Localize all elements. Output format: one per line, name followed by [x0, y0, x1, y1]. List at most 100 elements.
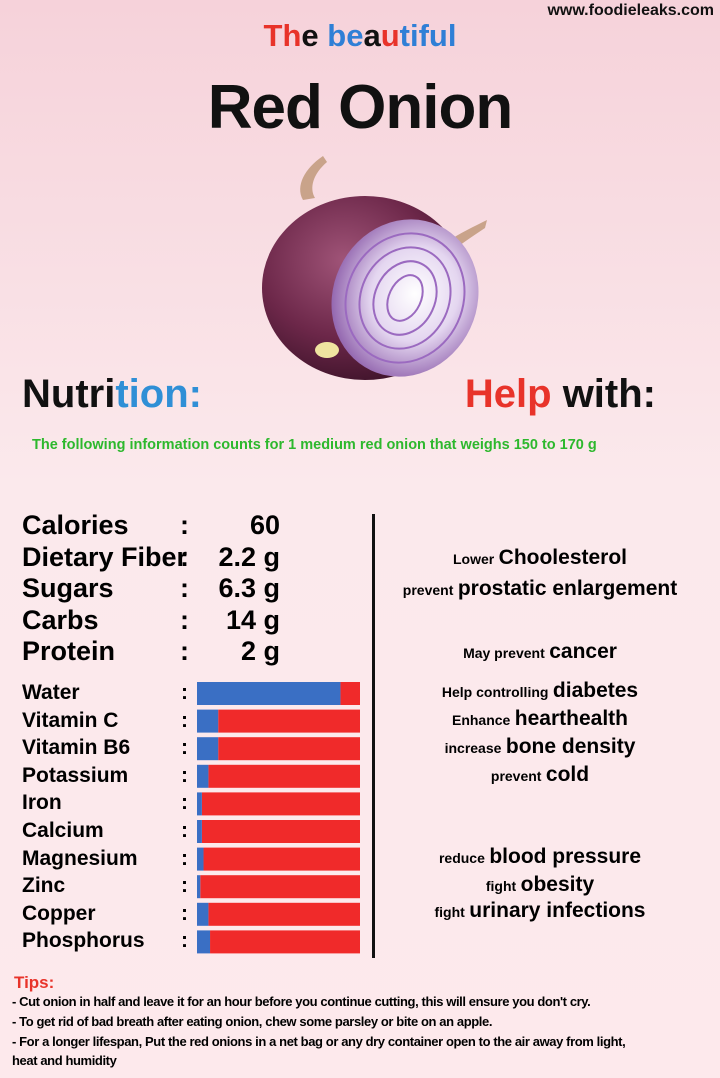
bar-label: Copper [22, 901, 96, 925]
separator: : [181, 791, 188, 815]
help-prefix: fight [434, 904, 465, 920]
separator: : [181, 736, 188, 760]
help-heading: Help with: [465, 372, 656, 417]
fact-value: 2 g [240, 636, 280, 666]
separator: : [181, 763, 188, 787]
serving-note: The following information counts for 1 m… [32, 437, 597, 453]
help-text: cold [545, 763, 590, 786]
tip: - Cut onion in half and leave it for an … [12, 994, 591, 1009]
title: Red Onion [207, 73, 513, 142]
separator: : [181, 874, 188, 898]
bar-label: Phosphorus [22, 929, 145, 953]
text-part: be [327, 18, 364, 53]
fact-label: Calories [22, 510, 129, 540]
help-text: urinary infections [469, 899, 646, 922]
onion-cut-face [315, 219, 479, 377]
help-prefix: fight [485, 878, 517, 894]
separator: : [181, 819, 188, 842]
bar [197, 930, 211, 954]
bar [197, 709, 219, 733]
fact-value: 14 g [225, 604, 280, 635]
help-text: Choolesterol [498, 546, 628, 569]
nutrition-heading: Nutrition: [22, 372, 202, 417]
help-prefix: increase [444, 740, 502, 756]
text-part: ti [399, 18, 419, 53]
fact-label: Dietary Fiber [22, 541, 188, 572]
onion-illustration [262, 156, 487, 380]
bar-rest [208, 902, 360, 926]
help-item: prevent prostatic enlargement [375, 577, 705, 601]
bar [197, 820, 202, 843]
bar-rest [208, 764, 360, 788]
bar-rest [203, 847, 360, 871]
text-part: ful [418, 18, 457, 53]
bar-rest [218, 709, 360, 733]
bar-label: Calcium [22, 819, 104, 842]
help-item: fight urinary infections [375, 899, 705, 923]
help-prefix: Enhance [451, 712, 511, 728]
help-text: hearthealth [514, 707, 628, 730]
help-text: prostatic enlargement [457, 577, 678, 600]
bar-label: Vitamin B6 [22, 736, 131, 760]
help-item: May prevent cancer [375, 640, 705, 664]
text-part: a [363, 18, 381, 53]
bar [197, 792, 202, 816]
bar-rest [340, 682, 360, 705]
help-prefix: prevent [402, 582, 454, 598]
bar-rest [210, 930, 360, 954]
help-text: cancer [549, 640, 617, 663]
bar-label: Iron [22, 791, 62, 815]
fact-value: 2.2 g [218, 541, 280, 572]
bar-label: Vitamin C [22, 708, 119, 732]
bar-label: Zinc [22, 874, 66, 898]
help-item: reduce blood pressure [375, 845, 705, 869]
help-text: bone density [505, 735, 636, 758]
help-item: prevent cold [375, 763, 705, 787]
separator: : [180, 510, 189, 540]
bar [197, 764, 209, 788]
help-prefix: prevent [490, 768, 542, 784]
separator: : [180, 636, 189, 666]
tip: - For a longer lifespan, Put the red oni… [12, 1034, 626, 1068]
help-prefix: Lower [452, 551, 495, 567]
text-part: e [301, 18, 328, 53]
separator: : [181, 681, 188, 704]
separator: : [181, 901, 188, 925]
fact-value: 60 [249, 510, 280, 540]
text-part: Help [464, 372, 552, 416]
help-item: increase bone density [375, 735, 705, 759]
fact-value: 6.3 g [218, 573, 280, 603]
bar [197, 847, 204, 871]
onion-stem [300, 156, 327, 200]
bar [197, 875, 201, 899]
text-part: with: [551, 372, 656, 416]
text-part: u [380, 18, 400, 53]
separator: : [181, 846, 188, 870]
bar [197, 737, 219, 761]
help-text: obesity [520, 873, 595, 896]
help-item: Lower Choolesterol [375, 546, 705, 570]
separator: : [180, 573, 189, 603]
bar-label: Magnesium [22, 846, 138, 870]
subtitle: The beautiful [0, 18, 720, 54]
bar-label: Water [22, 681, 80, 704]
separator: : [181, 708, 188, 732]
help-text: blood pressure [489, 845, 642, 868]
bar [197, 902, 209, 926]
text-part: Nutri [22, 372, 116, 416]
help-prefix: Help controlling [441, 684, 549, 700]
separator: : [181, 929, 188, 953]
tips-title: Tips: [14, 973, 55, 992]
help-prefix: May prevent [463, 645, 545, 661]
divider [372, 514, 375, 958]
bar [197, 682, 341, 705]
bar-label: Potassium [22, 763, 129, 787]
tip: - To get rid of bad breath after eating … [12, 1014, 493, 1029]
text-part: tion: [115, 372, 202, 416]
text-part: Th [263, 18, 302, 53]
help-item: Help controlling diabetes [375, 679, 705, 703]
bar-rest [201, 792, 360, 816]
help-item: fight obesity [375, 873, 705, 897]
